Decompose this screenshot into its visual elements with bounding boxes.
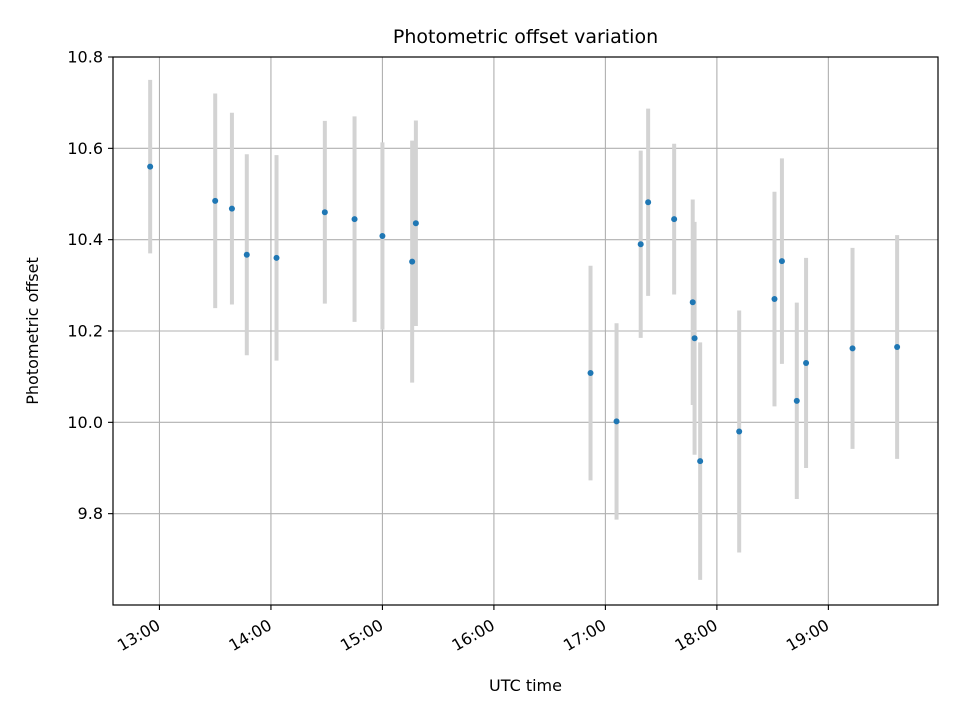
data-point <box>793 397 800 404</box>
data-point <box>613 418 620 425</box>
x-tick-label: 19:00 <box>783 615 832 655</box>
x-tick-label: 14:00 <box>226 615 275 655</box>
data-point <box>273 254 280 261</box>
data-point <box>671 216 678 223</box>
data-point <box>147 163 154 170</box>
data-point <box>691 335 698 342</box>
y-tick-label: 9.8 <box>78 504 103 523</box>
data-point <box>778 258 785 265</box>
x-axis-label: UTC time <box>489 676 562 695</box>
data-point <box>689 299 696 306</box>
x-tick-label: 15:00 <box>337 615 386 655</box>
y-tick-label: 10.8 <box>67 48 103 67</box>
grid <box>113 56 938 605</box>
y-tick-label: 10.6 <box>67 139 103 158</box>
x-tick-label: 17:00 <box>560 615 609 655</box>
data-point <box>697 458 704 465</box>
data-point <box>321 209 328 216</box>
y-tick-label: 10.4 <box>67 230 103 249</box>
x-tick-label: 13:00 <box>114 615 163 655</box>
data-points <box>147 163 901 465</box>
data-point <box>412 220 419 227</box>
data-point <box>228 205 235 212</box>
data-point <box>587 370 594 377</box>
data-point <box>212 197 219 204</box>
data-point <box>894 343 901 350</box>
data-point <box>637 241 644 248</box>
data-point <box>771 296 778 303</box>
data-point <box>736 428 743 435</box>
data-point <box>803 359 810 366</box>
data-point <box>645 199 652 206</box>
x-tick-label: 16:00 <box>448 615 497 655</box>
y-axis-ticks: 9.8 10.0 10.2 10.4 10.6 10.8 <box>67 48 113 523</box>
errorbars <box>148 79 900 580</box>
data-point <box>351 216 358 223</box>
data-point <box>243 251 250 258</box>
y-tick-label: 10.0 <box>67 413 103 432</box>
x-tick-label: 18:00 <box>671 615 720 655</box>
data-point <box>379 233 386 240</box>
y-axis-label: Photometric offset <box>23 257 42 405</box>
y-tick-label: 10.2 <box>67 322 103 341</box>
x-axis-ticks: 13:00 14:00 15:00 16:00 17:00 18:00 19:00 <box>114 605 832 655</box>
data-point <box>849 345 856 352</box>
chart-title: Photometric offset variation <box>393 26 658 48</box>
data-point <box>409 258 416 265</box>
